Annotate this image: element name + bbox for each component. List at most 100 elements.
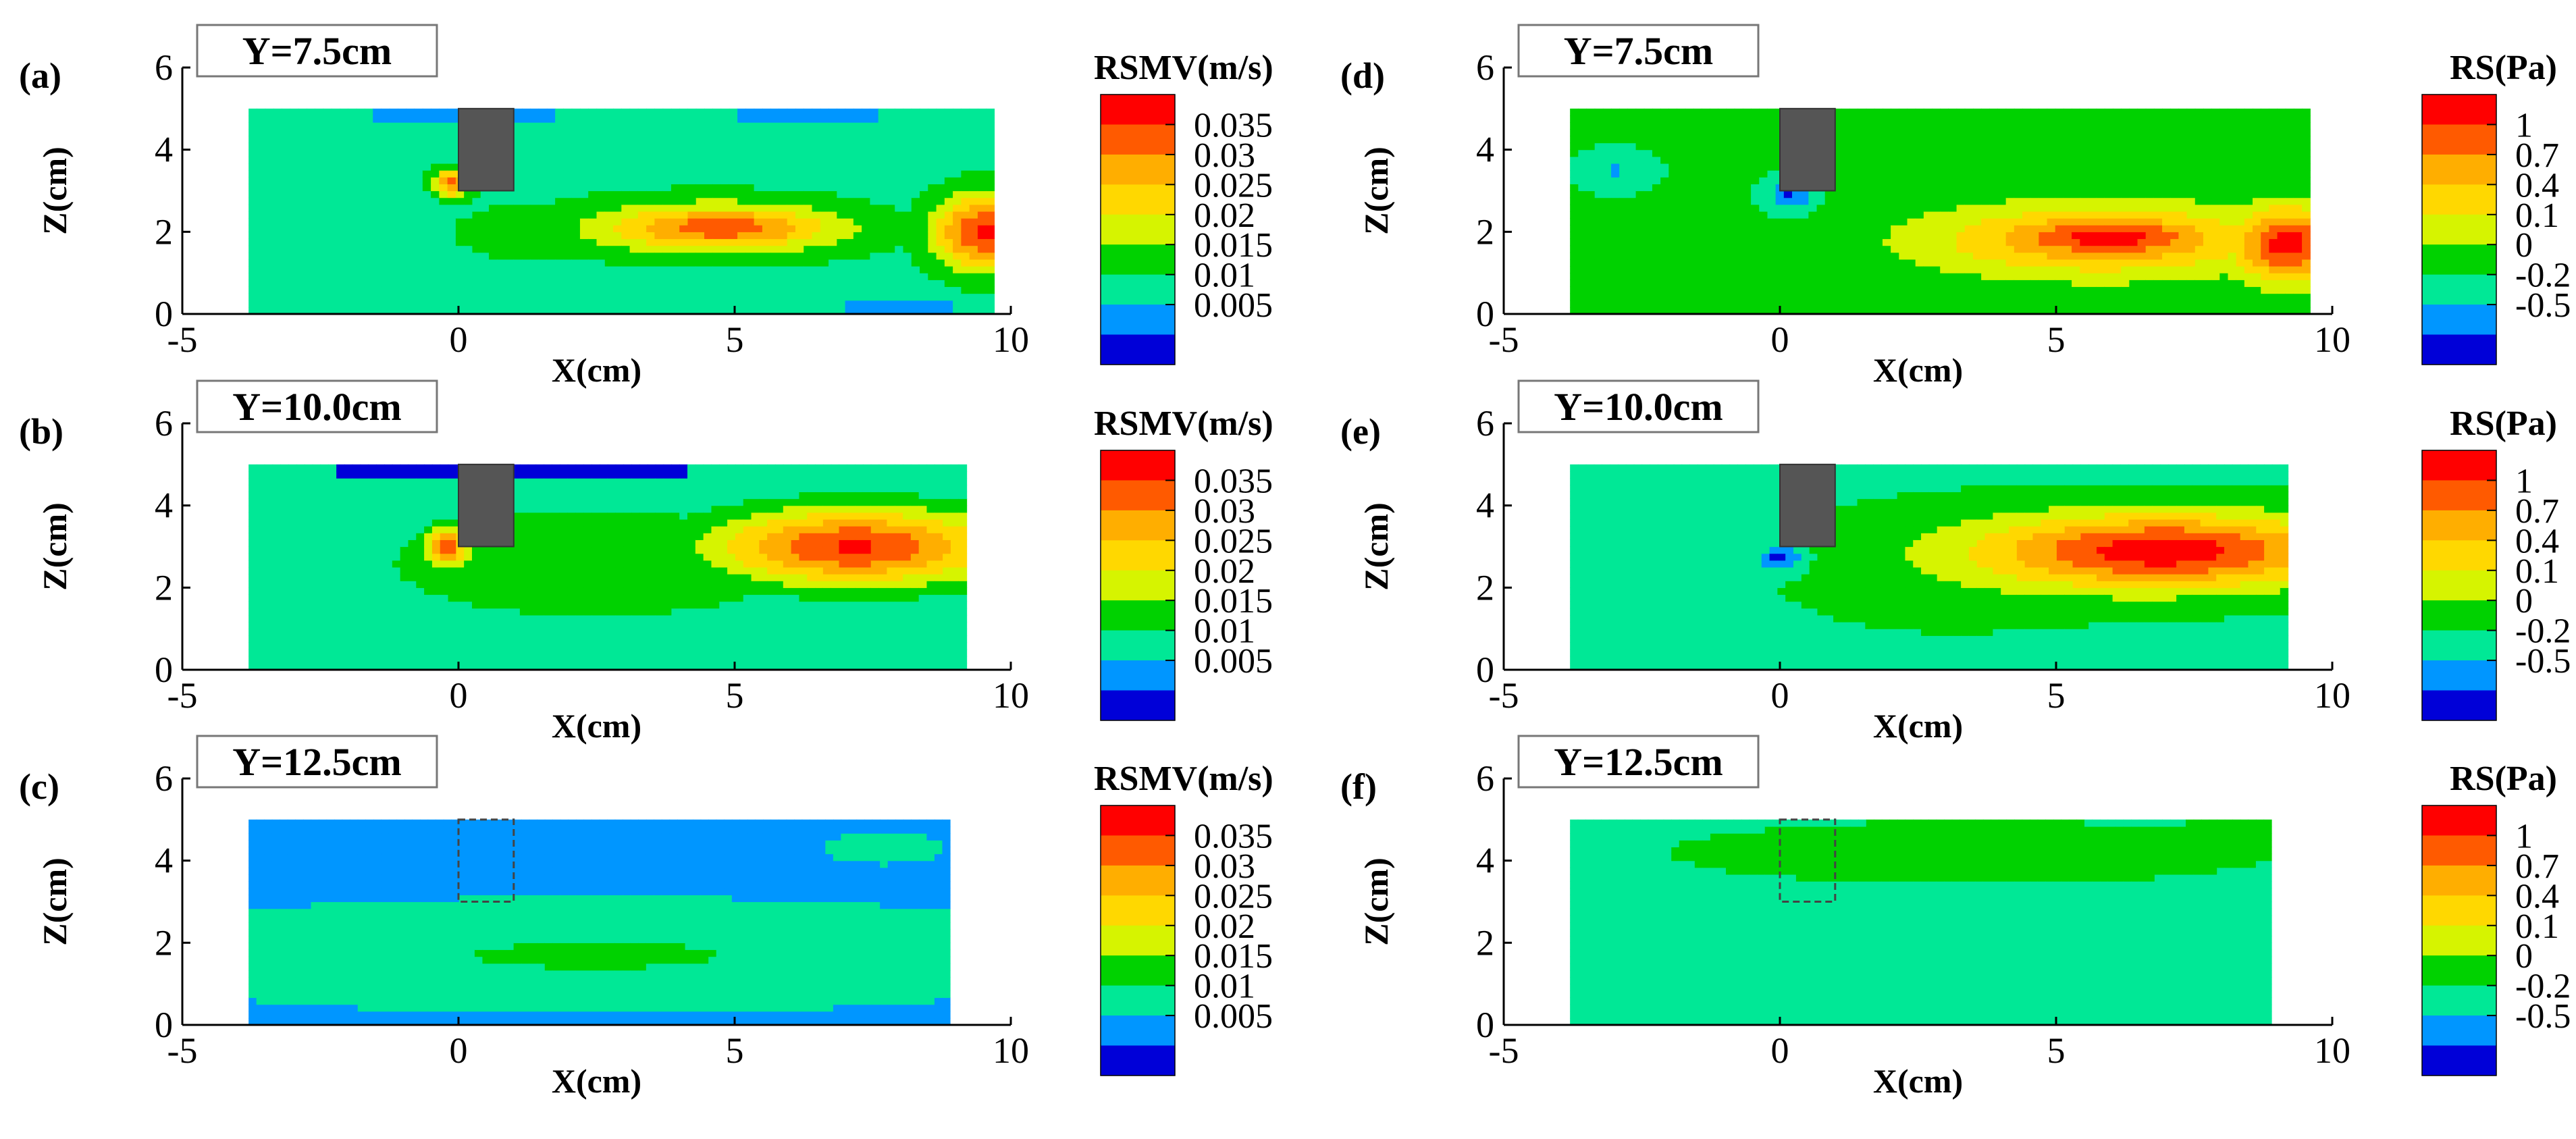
contour-cell (671, 464, 680, 472)
contour-cell (762, 280, 771, 288)
contour-cell (344, 601, 353, 609)
contour-cell (315, 273, 324, 280)
contour-cell (273, 273, 282, 280)
contour-cell (679, 464, 688, 472)
contour-cell (607, 642, 616, 650)
contour-cell (519, 622, 529, 629)
contour-cell (839, 526, 847, 533)
contour-cell (862, 266, 871, 273)
contour-cell (799, 574, 808, 581)
contour-cell (248, 108, 258, 116)
contour-cell (886, 211, 895, 219)
contour-cell (621, 190, 631, 198)
contour-cell (903, 204, 912, 212)
contour-cell (986, 307, 995, 315)
contour-cell (563, 108, 573, 116)
contour-cell (406, 136, 415, 144)
contour-cell (592, 471, 600, 479)
contour-cell (735, 614, 744, 623)
contour-cell (422, 245, 431, 253)
contour-cell (288, 492, 297, 500)
contour-cell (671, 581, 680, 588)
contour-cell (629, 273, 639, 280)
contour-cell (381, 245, 390, 253)
contour-cell (737, 273, 746, 280)
contour-cell (870, 245, 879, 253)
contour-cell (312, 642, 321, 650)
contour-cell (837, 149, 846, 157)
contour-cell (944, 149, 953, 157)
contour-cell (364, 286, 373, 294)
contour-cell (315, 108, 324, 116)
contour-cell (328, 512, 337, 520)
contour-cell (986, 177, 995, 184)
contour-cell (257, 204, 266, 212)
contour-cell (555, 211, 564, 219)
contour-cell (282, 156, 291, 164)
contour-cell (440, 485, 449, 492)
contour-cell (356, 293, 365, 301)
contour-cell (360, 526, 369, 533)
contour-cell (280, 492, 289, 500)
contour-cell (662, 108, 672, 116)
contour-cell (248, 566, 257, 575)
contour-cell (471, 608, 481, 616)
contour-cell (588, 177, 598, 184)
contour-cell (977, 204, 987, 212)
contour-cell (911, 245, 920, 253)
contour-cell (496, 656, 504, 664)
contour-cell (398, 232, 406, 240)
contour-field (248, 108, 995, 315)
contour-cell (416, 635, 425, 643)
contour-cell (555, 163, 564, 171)
contour-cell (807, 614, 816, 623)
contour-cell (273, 232, 282, 240)
contour-cell (837, 300, 846, 308)
contour-cell (671, 574, 680, 581)
contour-cell (870, 122, 879, 130)
contour-cell (248, 581, 257, 588)
contour-cell (272, 498, 282, 506)
contour-cell (546, 170, 556, 178)
contour-cell (519, 649, 529, 657)
contour-cell (953, 273, 962, 280)
contour-cell (737, 177, 746, 184)
contour-cell (754, 273, 763, 280)
contour-cell (719, 629, 728, 636)
contour-cell (352, 539, 361, 548)
contour-cell (368, 656, 377, 664)
contour-cell (647, 492, 656, 500)
contour-cell (288, 546, 297, 554)
contour-cell (272, 519, 282, 527)
contour-cell (837, 170, 846, 178)
contour-cell (364, 218, 373, 226)
contour-cell (936, 142, 945, 151)
contour-cell (513, 197, 523, 205)
contour-cell (352, 546, 361, 554)
contour-cell (579, 197, 589, 205)
contour-cell (928, 232, 937, 240)
contour-cell (280, 512, 289, 520)
contour-cell (464, 273, 473, 280)
contour-cell (265, 149, 274, 157)
contour-cell (807, 662, 816, 670)
contour-cell (479, 635, 489, 643)
contour-cell (527, 566, 537, 575)
contour-cell (820, 218, 829, 226)
contour-cell (737, 115, 746, 123)
contour-cell (845, 204, 854, 212)
contour-cell (472, 266, 481, 273)
contour-cell (273, 184, 282, 192)
contour-cell (408, 649, 417, 657)
contour-cell (464, 629, 473, 636)
contour-cell (719, 546, 728, 554)
contour-cell (631, 498, 640, 506)
contour-cell (282, 190, 291, 198)
contour-cell (799, 526, 808, 533)
contour-cell (282, 184, 291, 192)
contour-cell (754, 266, 763, 273)
contour-cell (646, 129, 655, 136)
contour-cell (743, 566, 752, 575)
contour-cell (704, 293, 713, 301)
contour-cell (579, 252, 589, 260)
